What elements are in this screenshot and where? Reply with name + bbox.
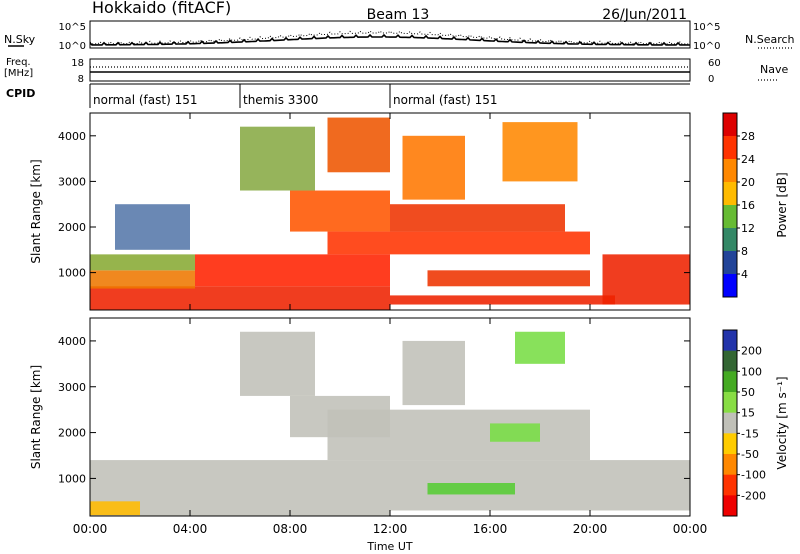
cpid-segment-label: themis 3300	[243, 93, 318, 107]
power-data-region	[403, 136, 466, 200]
time-tick-label: 16:00	[473, 522, 508, 536]
time-tick-label: 08:00	[273, 522, 308, 536]
y-axis-label: Slant Range [km]	[29, 365, 43, 469]
colorbar-swatch	[723, 182, 737, 206]
colorbar-tick-label: 50	[741, 386, 755, 399]
power-data-region	[603, 254, 691, 304]
radar-summary-plot: Hokkaido (fitACF) Beam 13 26/Jun/2011 N.…	[0, 0, 800, 554]
header-station: Hokkaido (fitACF)	[92, 0, 231, 17]
velocity-data-region	[90, 501, 140, 515]
colorbar-swatch	[723, 454, 737, 475]
time-tick-label: 12:00	[373, 522, 408, 536]
colorbar-tick-label: -100	[741, 469, 766, 482]
freq-label-2: [MHz]	[4, 68, 33, 79]
cpid-label: CPID	[6, 87, 35, 100]
colorbar-swatch	[723, 433, 737, 454]
power-data-region	[90, 270, 195, 288]
freq-tick-bottom: 8	[78, 74, 84, 85]
y-tick-label: 4000	[58, 130, 86, 143]
nave-tick-bottom: 0	[708, 74, 714, 85]
colorbar-tick-label: 8	[741, 245, 748, 258]
colorbar-tick-label: 12	[741, 222, 755, 235]
freq-label-1: Freq.	[6, 57, 31, 68]
velocity-data-region	[490, 423, 540, 441]
colorbar-tick-label: 200	[741, 345, 762, 358]
colorbar-swatch	[723, 205, 737, 229]
colorbar-tick-label: 28	[741, 130, 755, 143]
nsky-tick-top: 10^5	[59, 22, 86, 33]
colorbar-tick-label: -50	[741, 448, 759, 461]
colorbar-swatch	[723, 371, 737, 392]
colorbar-tick-label: -15	[741, 427, 759, 440]
colorbar-swatch	[723, 413, 737, 434]
time-tick-label: 00:00	[73, 522, 108, 536]
nsearch-tick-bottom: 10^0	[693, 41, 720, 52]
power-data-region	[90, 254, 195, 270]
power-data-region	[115, 204, 190, 250]
colorbar-swatch	[723, 251, 737, 275]
nsearch-label: N.Search	[745, 33, 795, 46]
colorbar-swatch	[723, 495, 737, 516]
y-axis-label: Slant Range [km]	[29, 159, 43, 263]
time-axis-label: Time UT	[366, 540, 412, 553]
velocity-data-region	[290, 396, 390, 437]
power-data-region	[328, 118, 391, 173]
y-tick-label: 4000	[58, 335, 86, 348]
freq-tick-top: 18	[71, 58, 84, 69]
colorbar-swatch	[723, 351, 737, 372]
colorbar-swatch	[723, 159, 737, 183]
power-data-region	[428, 270, 591, 286]
nsearch-tick-top: 10^5	[693, 22, 720, 33]
cpid-segment-label: normal (fast) 151	[93, 93, 197, 107]
y-tick-label: 3000	[58, 175, 86, 188]
y-tick-label: 2000	[58, 427, 86, 440]
power-data-region	[328, 232, 591, 255]
colorbar-tick-label: 20	[741, 176, 755, 189]
colorbar-swatch	[723, 228, 737, 252]
colorbar-swatch	[723, 475, 737, 496]
nsky-tick-bottom: 10^0	[59, 41, 86, 52]
colorbar-label: Velocity [m s⁻¹]	[775, 376, 789, 469]
nave-tick-top: 60	[708, 58, 721, 69]
power-data-region	[503, 122, 578, 181]
y-tick-label: 3000	[58, 381, 86, 394]
nave-label: Nave	[760, 63, 788, 76]
power-data-region	[240, 127, 315, 191]
colorbar-tick-label: -200	[741, 489, 766, 502]
velocity-data-region	[403, 341, 466, 405]
y-tick-label: 2000	[58, 221, 86, 234]
panel-power: 1000 2000 3000 4000 Slant Range [km] 28 24 20 16…	[29, 113, 789, 310]
power-data-region	[390, 295, 615, 304]
power-data-region	[90, 286, 390, 310]
time-tick-label: 20:00	[573, 522, 608, 536]
y-tick-label: 1000	[58, 472, 86, 485]
velocity-data-region	[240, 332, 315, 396]
colorbar-tick-label: 4	[741, 268, 748, 281]
velocity-data-region	[428, 483, 516, 494]
power-data-region	[290, 191, 390, 232]
colorbar-tick-label: 16	[741, 199, 755, 212]
panel-velocity: 1000 2000 3000 4000 Slant Range [km] 200 100 50…	[29, 318, 789, 517]
time-tick-label: 04:00	[173, 522, 208, 536]
velocity-data-region	[515, 332, 565, 364]
colorbar-swatch	[723, 392, 737, 413]
time-tick-label: 00:00	[673, 522, 708, 536]
nsky-curve	[90, 35, 690, 45]
colorbar-swatch	[723, 274, 737, 298]
y-tick-label: 1000	[58, 267, 86, 280]
colorbar-tick-label: 24	[741, 153, 755, 166]
colorbar-label: Power [dB]	[775, 172, 789, 237]
power-data-region	[390, 204, 565, 231]
colorbar-tick-label: 100	[741, 365, 762, 378]
colorbar-swatch	[723, 330, 737, 351]
power-data-region	[195, 254, 390, 286]
cpid-segment-label: normal (fast) 151	[393, 93, 497, 107]
colorbar-swatch	[723, 136, 737, 160]
nsky-label: N.Sky	[4, 33, 36, 46]
colorbar-tick-label: 15	[741, 407, 755, 420]
colorbar-swatch	[723, 113, 737, 137]
freq-panel	[90, 59, 690, 81]
